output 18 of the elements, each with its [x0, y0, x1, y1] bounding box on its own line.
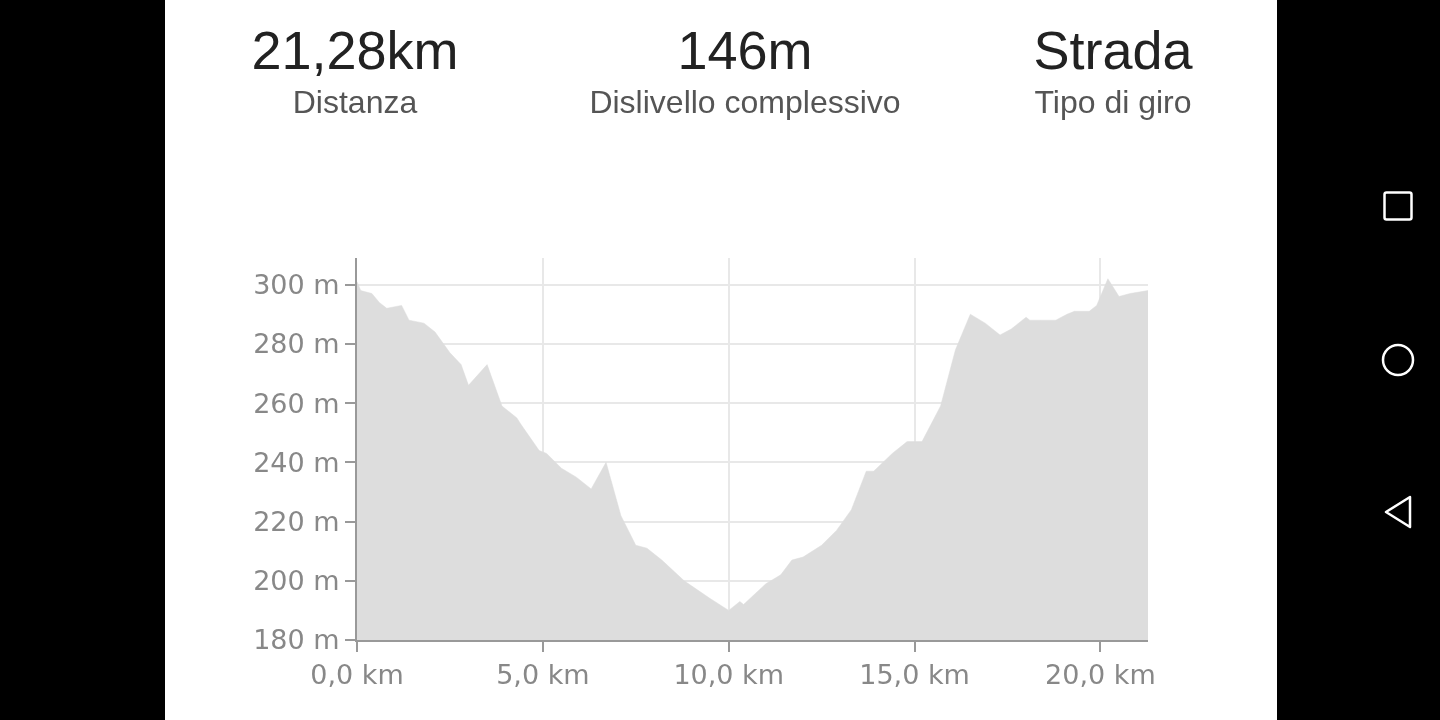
text: Dislivello complessivo — [588, 83, 902, 122]
text: 21,28km — [250, 19, 460, 82]
x-tick-label: 10,0 km — [673, 659, 785, 691]
text: Tipo di giro — [1033, 83, 1193, 122]
text: Distanza — [291, 83, 419, 122]
x-tick-label: 20,0 km — [1045, 659, 1156, 691]
x-tick-label: 15,0 km — [859, 659, 970, 691]
y-tick-label: 220 m — [253, 506, 340, 537]
y-tick-label: 200 m — [253, 565, 340, 597]
y-tick-label: 260 m — [253, 387, 340, 419]
y-tick-label: 180 m — [253, 624, 340, 656]
x-tick-label: 5,0 km — [496, 659, 590, 691]
y-tick-label: 280 m — [253, 328, 340, 360]
text: Strada — [1032, 19, 1194, 82]
text: 146m — [676, 19, 814, 82]
x-tick-label: 0,0 km — [310, 659, 404, 691]
y-tick-label: 300 m — [253, 269, 340, 301]
y-tick-label: 240 m — [253, 446, 340, 478]
